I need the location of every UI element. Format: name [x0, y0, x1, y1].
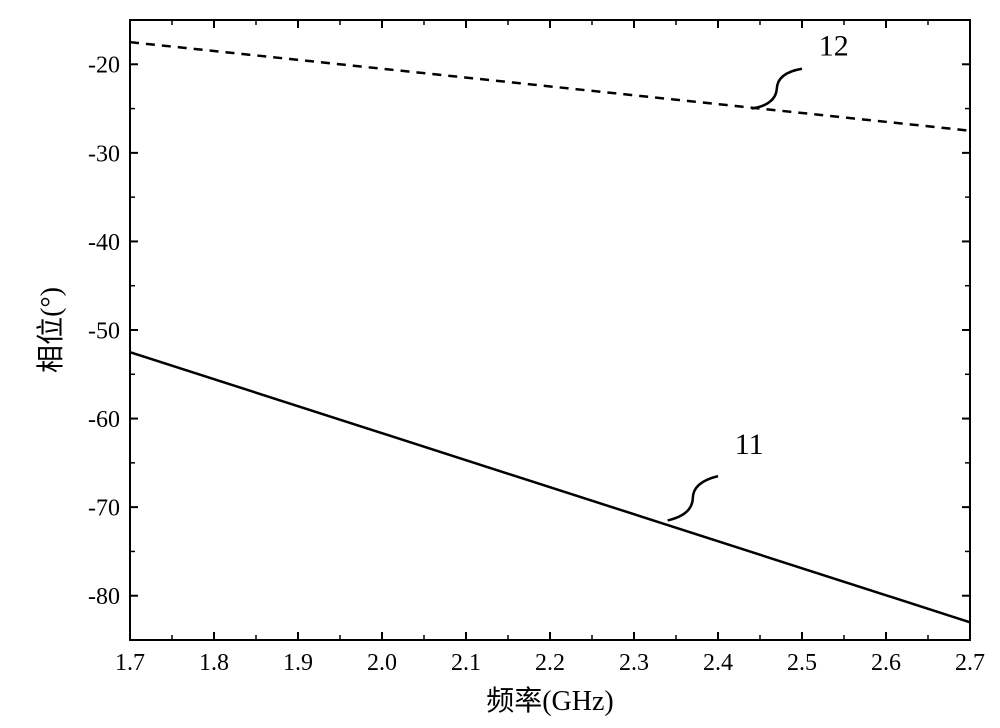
chart-svg: 1.7 1.8 1.9 2.0 2.1 2.2 2.3 2.4 2.5 2.6 2.7 -80 -70 -…	[0, 0, 1000, 723]
x-tick-label: 2.7	[955, 650, 985, 676]
phase-vs-frequency-chart: 1.7 1.8 1.9 2.0 2.1 2.2 2.3 2.4 2.5 2.6 2.7 -80 -70 -…	[0, 0, 1000, 723]
x-tick-label: 1.9	[283, 650, 313, 676]
x-tick-label: 2.6	[871, 650, 901, 676]
x-axis-label: 频率(GHz)	[486, 685, 614, 717]
x-tick-label: 2.1	[451, 650, 481, 676]
y-tick-label: -80	[88, 584, 120, 610]
series-line-11	[130, 352, 970, 622]
x-tick-label: 1.7	[115, 650, 145, 676]
y-tick-label: -60	[88, 407, 120, 433]
y-tick-label: -30	[88, 141, 120, 167]
x-tick-label: 1.8	[199, 650, 229, 676]
annotation-label-12: 12	[819, 29, 849, 62]
y-tick-label: -40	[88, 230, 120, 256]
y-axis-label: 相位(°)	[35, 287, 67, 373]
x-tick-label: 2.3	[619, 650, 649, 676]
y-tick-label: -50	[88, 318, 120, 344]
annotation-label-11: 11	[735, 428, 764, 461]
x-tick-label: 2.4	[703, 650, 733, 676]
y-tick-label: -70	[88, 496, 120, 522]
x-tick-label: 2.2	[535, 650, 565, 676]
y-tick-label: -20	[88, 53, 120, 79]
annotation-tail-11	[668, 476, 718, 520]
plot-border	[130, 20, 970, 640]
annotation-tail-12	[752, 69, 802, 109]
x-tick-label: 2.0	[367, 650, 397, 676]
x-tick-label: 2.5	[787, 650, 817, 676]
